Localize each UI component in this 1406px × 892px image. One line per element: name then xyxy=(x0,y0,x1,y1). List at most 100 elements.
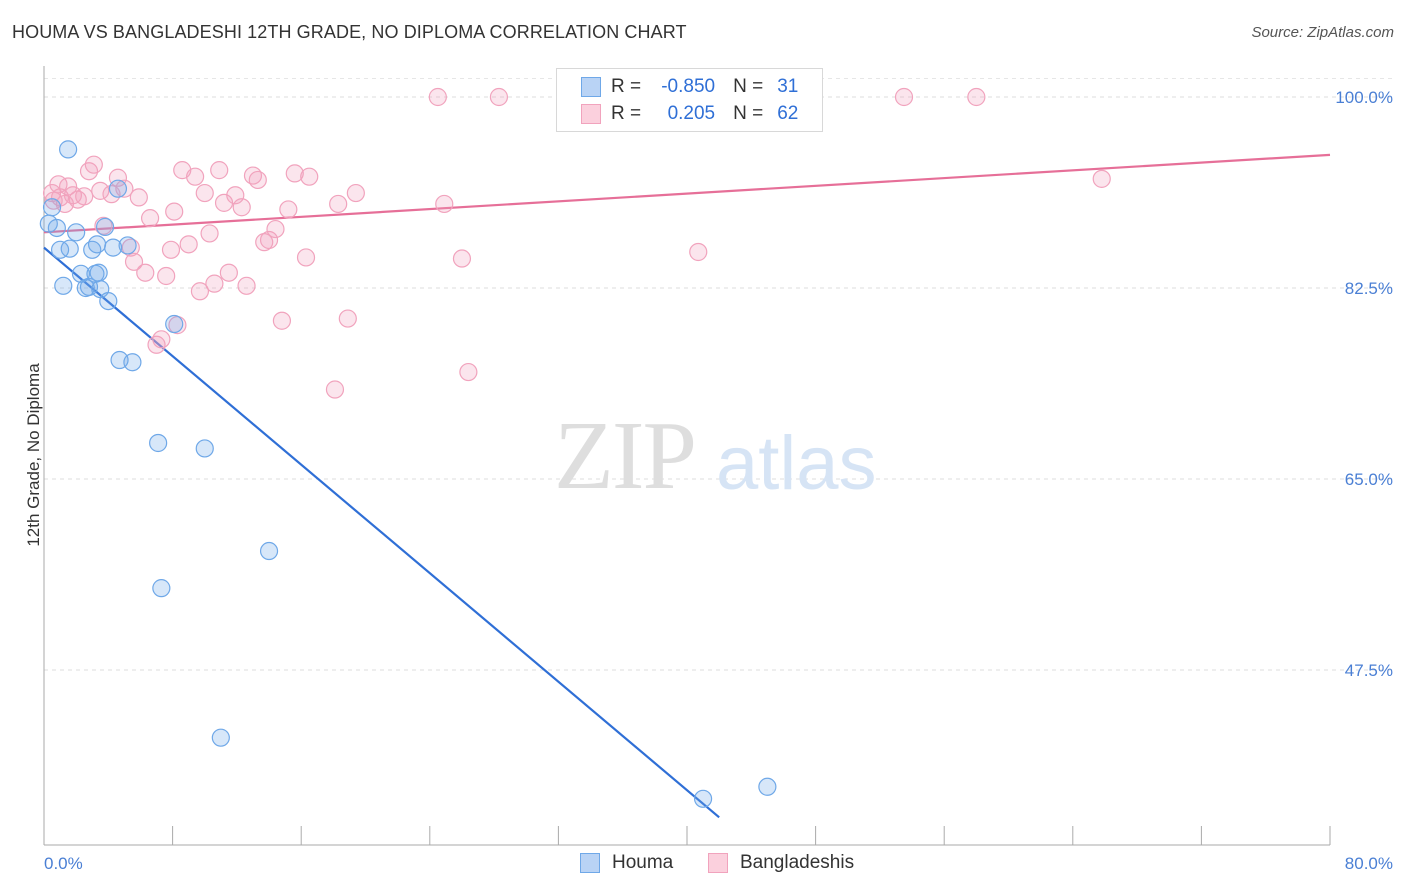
y-tick-label-1: 65.0% xyxy=(1345,470,1393,489)
houma-point-23 xyxy=(149,433,168,453)
bangladeshis-point-38 xyxy=(232,198,251,217)
trend-lines xyxy=(43,153,1331,819)
source-credit: Source: ZipAtlas.com xyxy=(1251,24,1394,41)
houma-swatch xyxy=(581,77,601,97)
bangladeshis-point-19 xyxy=(136,263,155,282)
houma-legend-swatch xyxy=(580,853,600,873)
houma-point-27 xyxy=(152,579,171,598)
y-tick-label-0: 47.5% xyxy=(1345,661,1393,680)
bangladeshis-point-15 xyxy=(115,179,134,198)
houma-r-label: R = xyxy=(611,76,642,97)
bangladeshis-point-45 xyxy=(272,311,292,330)
bangladeshis-point-48 xyxy=(296,248,316,267)
bangladeshis-trend-line xyxy=(43,153,1331,234)
bangladeshis-r-label: R = xyxy=(611,103,642,124)
correlation-legend: R = -0.850 N = 31 R = 0.205 N = 62 xyxy=(556,68,823,132)
bangladeshis-point-34 xyxy=(210,161,229,180)
bangladeshis-point-33 xyxy=(205,274,224,293)
houma-point-24 xyxy=(165,314,184,334)
houma-point-12 xyxy=(87,235,107,254)
houma-legend-label: Houma xyxy=(612,852,674,873)
houma-point-16 xyxy=(95,217,115,236)
bangladeshis-point-58 xyxy=(489,87,509,107)
bangladeshis-point-14 xyxy=(108,168,128,187)
bangladeshis-point-10 xyxy=(84,155,103,174)
legend-item-bangladeshis: Bangladeshis xyxy=(708,852,854,874)
bangladeshis-n-value: 62 xyxy=(777,103,799,124)
houma-point-2 xyxy=(47,218,66,238)
bangladeshis-point-17 xyxy=(124,252,144,271)
bangladeshis-point-8 xyxy=(75,187,94,206)
houma-point-1 xyxy=(42,198,62,217)
houma-n-label: N = xyxy=(733,76,764,97)
bangladeshis-point-31 xyxy=(195,183,214,203)
watermark-atlas: atlas xyxy=(716,421,877,506)
x-tick-label-1: 80.0% xyxy=(1345,854,1393,873)
bangladeshis-point-52 xyxy=(338,309,357,328)
houma-point-28 xyxy=(211,728,230,747)
houma-point-3 xyxy=(50,240,70,259)
houma-point-30 xyxy=(758,777,777,796)
bangladeshis-point-57 xyxy=(459,362,478,382)
bangladeshis-point-32 xyxy=(200,224,219,243)
bangladeshis-point-50 xyxy=(325,380,345,399)
y-tick-labels: 47.5% 65.0% 82.5% 100.0% xyxy=(1335,88,1393,680)
data-points xyxy=(39,87,1111,808)
houma-point-5 xyxy=(60,239,79,258)
houma-point-14 xyxy=(89,263,108,282)
bangladeshis-point-29 xyxy=(186,167,205,186)
bangladeshis-point-25 xyxy=(165,202,184,221)
bangladeshis-point-44 xyxy=(266,219,285,239)
houma-point-7 xyxy=(71,264,91,283)
bangladeshis-point-5 xyxy=(59,177,78,196)
houma-point-11 xyxy=(83,240,102,259)
bangladeshis-legend-swatch xyxy=(708,853,728,873)
houma-point-10 xyxy=(54,276,73,295)
houma-point-4 xyxy=(59,140,78,159)
bangladeshis-point-22 xyxy=(152,330,171,349)
bangladeshis-point-30 xyxy=(190,282,210,301)
houma-point-17 xyxy=(99,291,118,311)
bangladeshis-point-55 xyxy=(435,194,454,214)
houma-n-value: 31 xyxy=(777,76,799,97)
bangladeshis-n-label: N = xyxy=(733,103,764,124)
houma-point-20 xyxy=(118,236,137,255)
bangladeshis-point-62 xyxy=(1092,169,1111,188)
bangladeshis-point-16 xyxy=(121,238,140,257)
houma-point-26 xyxy=(259,541,279,561)
houma-point-25 xyxy=(195,439,214,458)
y-axis-label: 12th Grade, No Diploma xyxy=(24,363,43,547)
bangladeshis-point-56 xyxy=(452,249,472,268)
y-tick-label-3: 100.0% xyxy=(1335,88,1393,107)
houma-point-6 xyxy=(67,223,86,242)
bangladeshis-point-51 xyxy=(329,194,348,214)
bangladeshis-point-28 xyxy=(179,235,198,254)
bangladeshis-swatch xyxy=(581,104,601,124)
x-tick-labels: 0.0% 80.0% xyxy=(44,854,1393,873)
bangladeshis-point-49 xyxy=(300,167,319,186)
bangladeshis-point-43 xyxy=(259,230,279,250)
bangladeshis-point-46 xyxy=(279,200,298,219)
houma-point-19 xyxy=(108,179,128,198)
legend-item-houma: Houma xyxy=(580,852,673,874)
bangladeshis-point-53 xyxy=(346,183,365,203)
bangladeshis-point-39 xyxy=(237,276,256,295)
bangladeshis-point-20 xyxy=(140,209,160,228)
bangladeshis-r-value: 0.205 xyxy=(667,103,716,124)
legend-row-bangladeshis: R = 0.205 N = 62 xyxy=(581,101,798,127)
houma-point-29 xyxy=(693,789,713,808)
bangladeshis-point-21 xyxy=(147,335,166,354)
gridlines xyxy=(44,77,1392,671)
watermark-zip: ZIP xyxy=(554,402,697,510)
bangladeshis-point-24 xyxy=(161,240,181,259)
bangladeshis-point-36 xyxy=(219,263,238,282)
bangladeshis-point-18 xyxy=(129,188,148,207)
houma-point-22 xyxy=(123,353,142,372)
bangladeshis-point-61 xyxy=(967,87,986,107)
bangladeshis-point-47 xyxy=(285,164,304,183)
houma-trend-line xyxy=(43,246,720,819)
legend-row-houma: R = -0.850 N = 31 xyxy=(581,74,798,100)
bangladeshis-point-54 xyxy=(428,87,447,107)
bangladeshis-legend-label: Bangladeshis xyxy=(740,852,855,873)
